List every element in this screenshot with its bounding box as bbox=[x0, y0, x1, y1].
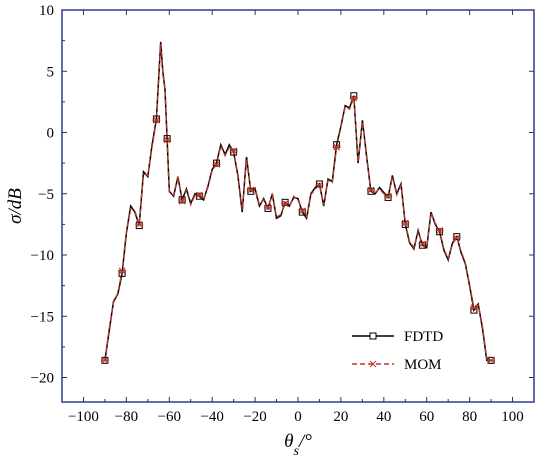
mom-point bbox=[384, 192, 393, 200]
fdtd-point bbox=[384, 193, 392, 201]
mom-point bbox=[469, 304, 478, 312]
mom-point bbox=[178, 197, 187, 205]
mom-point bbox=[435, 227, 444, 234]
fdtd-point bbox=[135, 222, 143, 230]
legend-marker bbox=[369, 360, 377, 368]
mom-point bbox=[315, 181, 324, 189]
x-tick-label: 0 bbox=[294, 409, 302, 425]
mom-point bbox=[298, 207, 307, 215]
mom-point bbox=[100, 356, 109, 364]
mom-point bbox=[212, 160, 221, 168]
fdtd-point bbox=[453, 233, 461, 241]
y-tick-label: 0 bbox=[47, 126, 55, 142]
mom-point bbox=[135, 220, 144, 228]
x-tick-label: 100 bbox=[501, 409, 524, 425]
legend-label: FDTD bbox=[404, 329, 443, 345]
mom-point bbox=[263, 203, 272, 211]
x-axis-label: θs/° bbox=[284, 431, 312, 459]
fdtd-point bbox=[436, 228, 444, 236]
mom-point bbox=[246, 186, 255, 194]
plot-area bbox=[61, 9, 535, 403]
x-tick-label: 80 bbox=[462, 409, 477, 425]
mom-point bbox=[195, 191, 204, 199]
x-tick-label: 20 bbox=[333, 409, 348, 425]
fdtd-point bbox=[152, 115, 160, 123]
y-tick-label: −5 bbox=[38, 187, 54, 203]
fdtd-point bbox=[178, 196, 186, 204]
x-tick-label: −80 bbox=[115, 409, 138, 425]
fdtd-point bbox=[247, 187, 255, 195]
x-tick-label: 40 bbox=[376, 409, 391, 425]
legend-item-mom: MOM bbox=[352, 357, 442, 373]
fdtd-point bbox=[418, 241, 426, 249]
fdtd-point bbox=[163, 135, 171, 143]
fdtd-point bbox=[230, 148, 238, 156]
x-tick-label: −100 bbox=[68, 409, 99, 425]
mom-point bbox=[349, 94, 358, 102]
axis-labels: θs/° σ/dB bbox=[5, 188, 312, 459]
x-tick-label: −40 bbox=[200, 409, 223, 425]
fdtd-point bbox=[195, 192, 203, 200]
legend-label: MOM bbox=[404, 357, 442, 373]
mom-point bbox=[366, 186, 375, 194]
x-tick-label: −60 bbox=[158, 409, 181, 425]
mom-point bbox=[152, 116, 161, 124]
y-tick-label: −10 bbox=[31, 248, 54, 264]
legend: FDTD MOM bbox=[352, 329, 443, 373]
series-line-mom bbox=[104, 44, 492, 362]
mom-point bbox=[418, 240, 427, 248]
mom-point bbox=[163, 136, 172, 144]
plot-frame bbox=[61, 9, 535, 403]
y-axis-label: σ/dB bbox=[5, 188, 26, 224]
mom-point bbox=[118, 267, 127, 275]
mom-point bbox=[229, 147, 238, 155]
axis-ticks: −100 −80 −60 −40 −20 0 20 40 60 80 100 −20 −15 −10 −5 0… bbox=[31, 3, 535, 425]
y-tick-label: −15 bbox=[31, 309, 54, 325]
y-tick-label: 10 bbox=[39, 3, 54, 19]
fdtd-point bbox=[212, 159, 220, 167]
fdtd-point bbox=[401, 220, 409, 228]
fdtd-point bbox=[367, 187, 375, 195]
legend-item-fdtd: FDTD bbox=[352, 329, 443, 345]
y-tick-label: −20 bbox=[31, 371, 54, 387]
mom-point bbox=[401, 219, 410, 227]
fdtd-point bbox=[298, 208, 306, 216]
fdtd-point bbox=[315, 180, 323, 188]
fdtd-point bbox=[264, 204, 272, 212]
y-tick-label: 5 bbox=[47, 64, 55, 80]
x-tick-label: 60 bbox=[419, 409, 434, 425]
mom-point bbox=[332, 143, 341, 151]
legend-marker bbox=[369, 332, 377, 340]
mom-point bbox=[487, 356, 496, 364]
x-tick-label: −20 bbox=[243, 409, 266, 425]
mom-point bbox=[452, 234, 461, 242]
fdtd-point bbox=[281, 198, 289, 206]
mom-point bbox=[281, 200, 290, 207]
